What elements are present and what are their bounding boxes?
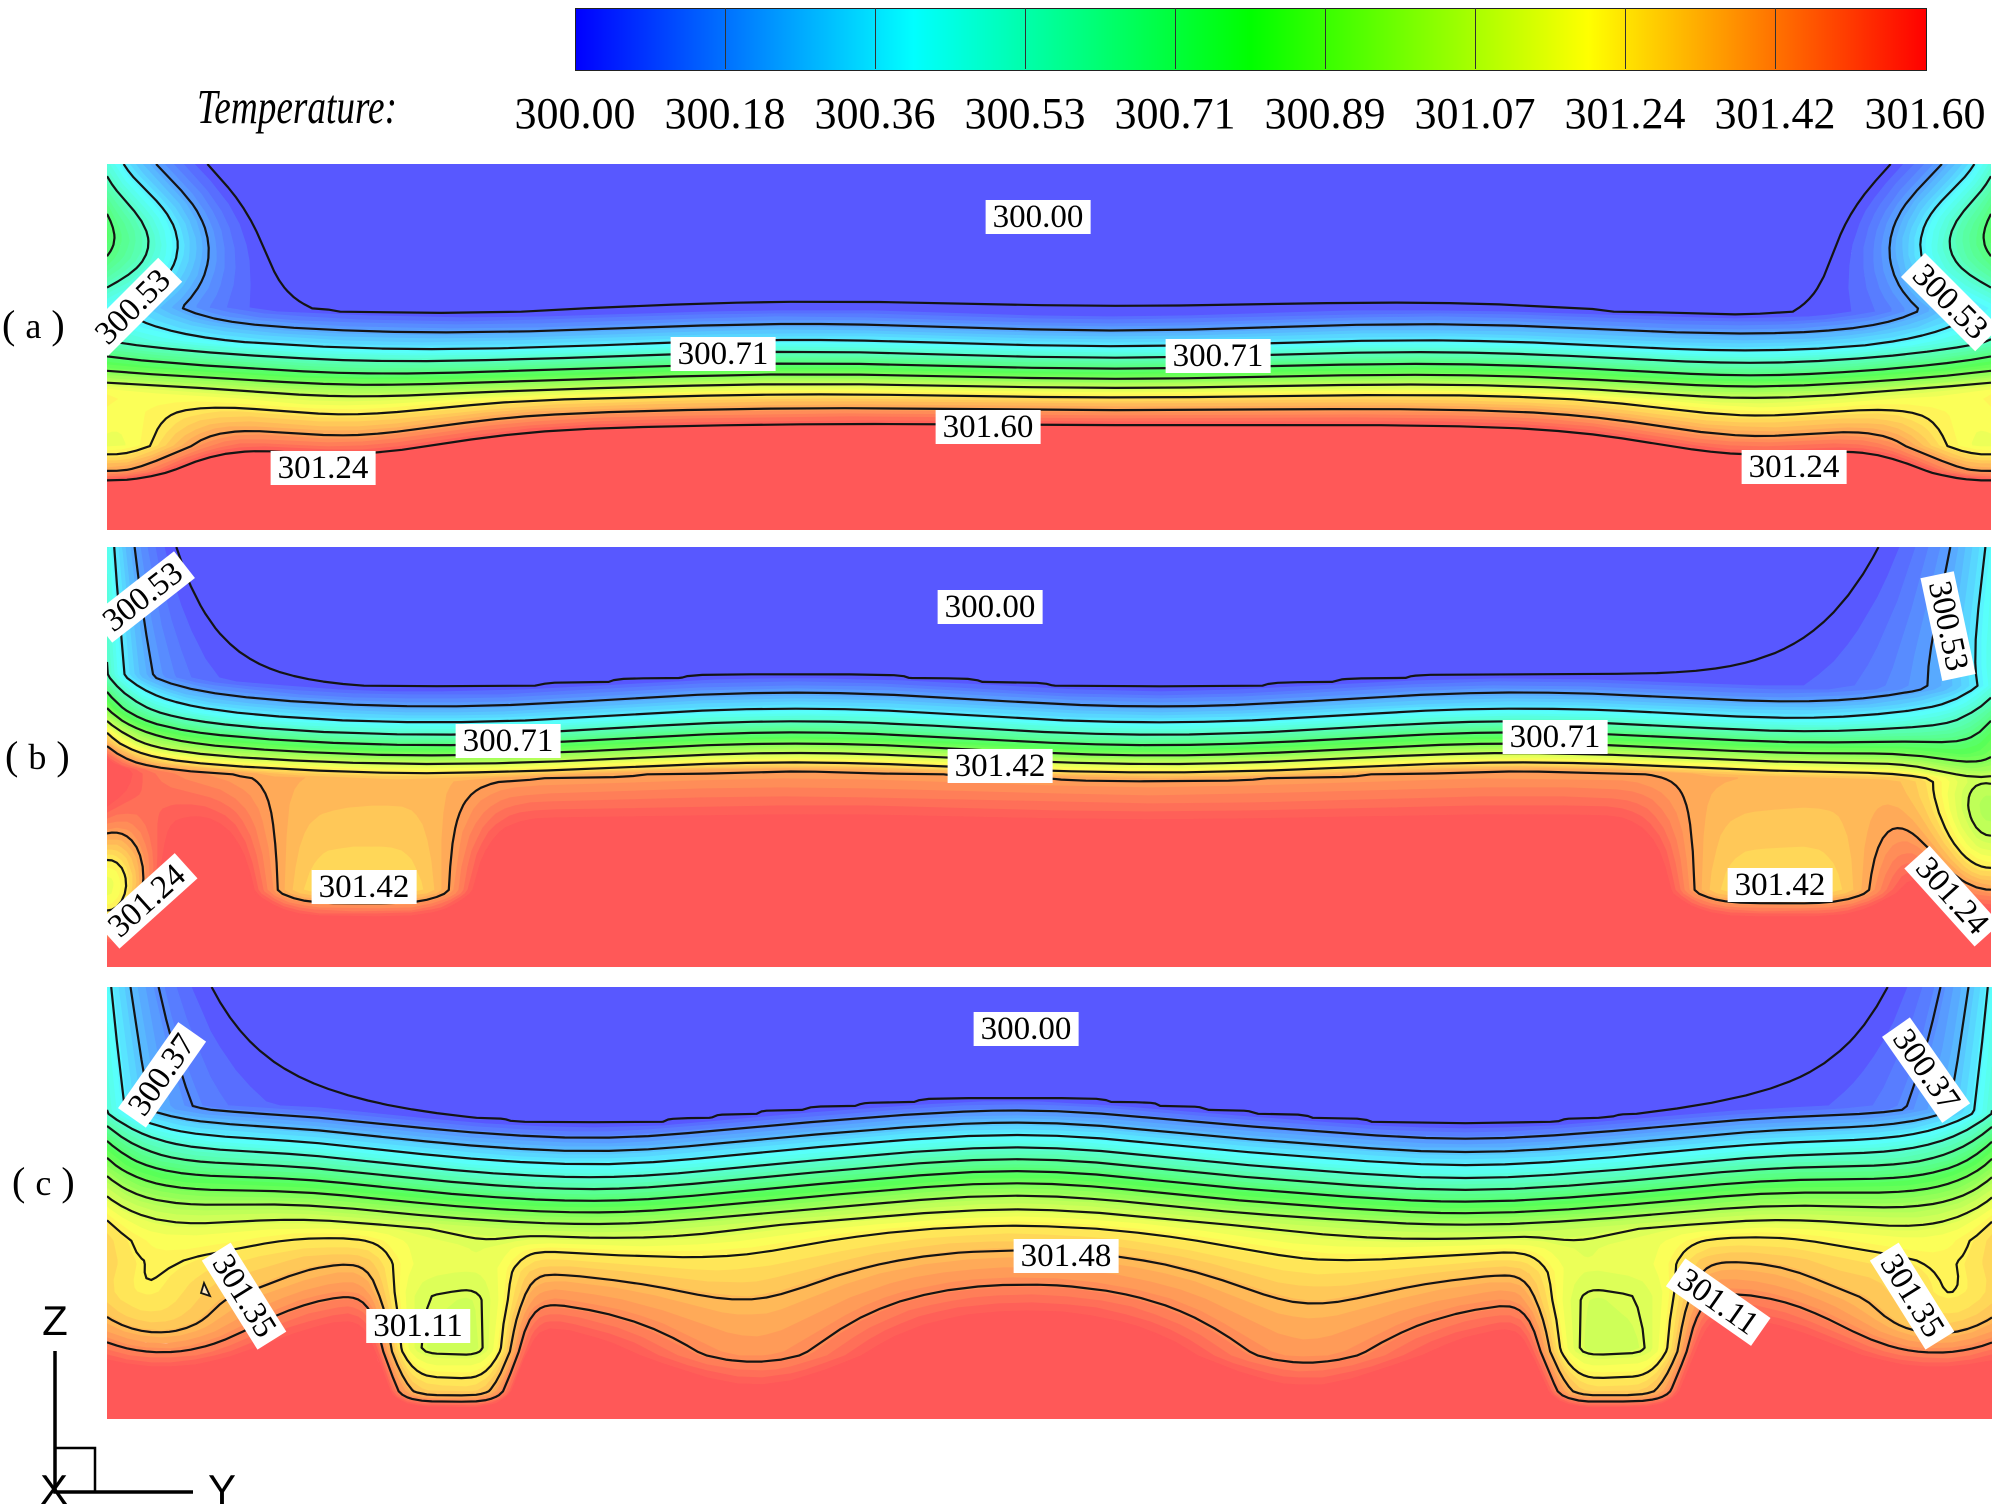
svg-text:Y: Y: [208, 1466, 236, 1504]
svg-text:X: X: [40, 1466, 68, 1504]
svg-text:Z: Z: [42, 1297, 68, 1344]
